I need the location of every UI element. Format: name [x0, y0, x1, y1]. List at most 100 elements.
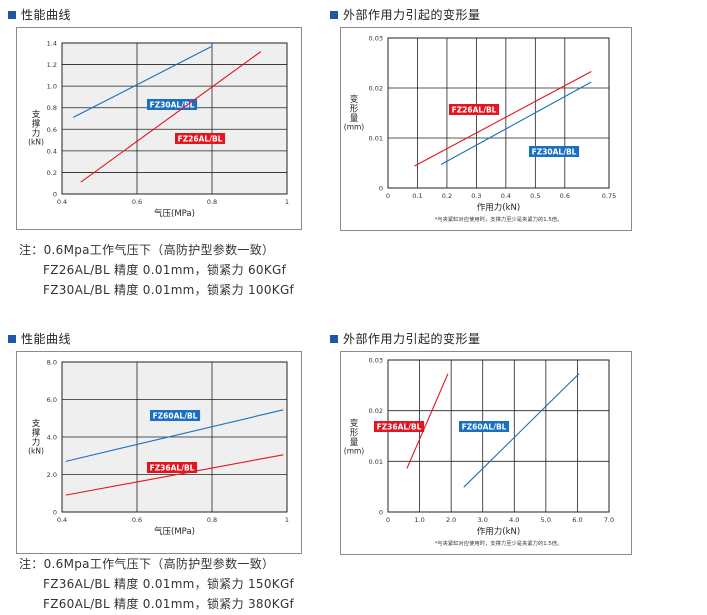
y-axis-label: 支撑力(kN)	[28, 418, 44, 456]
title-square-icon	[330, 335, 338, 343]
series-label: FZ36AL/BL	[150, 463, 195, 472]
x-tick-label: 0.75	[602, 192, 616, 200]
x-tick-label: 1	[285, 198, 289, 206]
y-tick-label: 0	[379, 185, 383, 193]
y-tick-label: 4.0	[47, 434, 57, 442]
x-tick-label: 1.0	[414, 516, 424, 524]
y-axis-label: 变形量(mm)	[344, 418, 365, 456]
x-tick-label: 0.5	[530, 192, 540, 200]
series-line-fz30al-bl	[72, 45, 213, 118]
y-tick-label: 0.01	[369, 458, 383, 466]
y-tick-label: 0.03	[369, 35, 383, 43]
series-label: FZ30AL/BL	[150, 100, 195, 109]
x-tick-label: 4.0	[509, 516, 519, 524]
x-tick-label: 0.6	[132, 198, 142, 206]
y-tick-label: 0.01	[369, 135, 383, 143]
section-title-text: 外部作用力引起的变形量	[343, 8, 481, 22]
chart-footnote: *与夹紧缸对应使用时，支撑力至少是夹紧力的1.5倍。	[435, 539, 563, 547]
section-title-text: 性能曲线	[21, 8, 72, 22]
x-tick-label: 0.4	[501, 192, 511, 200]
notes-bottom: 注：0.6Mpa工作气压下（高防护型参数一致） FZ36AL/BL 精度 0.0…	[19, 554, 294, 614]
x-tick-label: 6.0	[572, 516, 582, 524]
series-line-fz60al-bl	[463, 373, 580, 488]
series-label-box	[150, 410, 201, 421]
series-label: FZ60AL/BL	[462, 422, 507, 431]
x-axis-label: 气压(MPa)	[154, 208, 195, 219]
note-line: FZ60AL/BL 精度 0.01mm，锁紧力 380KGf	[43, 597, 295, 611]
y-tick-label: 0.02	[369, 407, 383, 415]
y-tick-label: 1.4	[47, 40, 57, 48]
series-label: FZ26AL/BL	[178, 134, 223, 143]
x-axis-label: 气压(MPa)	[154, 526, 195, 537]
x-axis-label: 作用力(kN)	[477, 526, 520, 537]
title-square-icon	[8, 335, 16, 343]
x-tick-label: 0.1	[412, 192, 422, 200]
y-tick-label: 2.0	[47, 471, 57, 479]
series-label-box	[374, 421, 425, 432]
x-tick-label: 5.0	[541, 516, 551, 524]
deformation-chart-bottom: 0 0.01 0.02 0.03 0 1.0 2.0 3.0 4.0 5.0 6.0 7.0 作用力(k…	[340, 351, 632, 555]
y-tick-label: 0.6	[47, 126, 57, 134]
x-tick-label: 0.6	[132, 516, 142, 524]
y-tick-label: 0.2	[47, 169, 57, 177]
y-tick-label: 8.0	[47, 359, 57, 367]
series-label-box	[175, 133, 226, 144]
x-tick-label: 0.8	[207, 516, 217, 524]
performance-chart-bottom: 0 2.0 4.0 6.0 8.0 0.4 0.6 0.8 1 气压(MPa) 支撑力(kN) FZ6…	[16, 351, 302, 554]
y-tick-label: 1.2	[47, 61, 57, 69]
y-tick-label: 0.03	[369, 357, 383, 365]
deformation-chart-top: 0 0.01 0.02 0.03 0 0.1 0.2 0.3 0.4 0.5 0.6 0.75 作用力(…	[340, 27, 632, 231]
deformation-title-bottom: 外部作用力引起的变形量	[330, 330, 481, 347]
y-tick-label: 0	[53, 191, 57, 199]
x-tick-label: 0.2	[442, 192, 452, 200]
notes-top: 注：0.6Mpa工作气压下（高防护型参数一致） FZ26AL/BL 精度 0.0…	[19, 240, 294, 300]
note-line: 注：0.6Mpa工作气压下（高防护型参数一致）	[19, 243, 275, 257]
series-label-box	[459, 421, 510, 432]
x-tick-label: 0	[386, 516, 390, 524]
x-tick-label: 0.4	[57, 516, 67, 524]
deformation-chart-top-svg: 0 0.01 0.02 0.03 0 0.1 0.2 0.3 0.4 0.5 0.6 0.75 作用力(…	[344, 35, 616, 224]
y-tick-label: 1.0	[47, 83, 57, 91]
y-tick-label: 0	[379, 509, 383, 517]
x-tick-label: 0.3	[471, 192, 481, 200]
note-line: FZ36AL/BL 精度 0.01mm，锁紧力 150KGf	[43, 577, 295, 591]
plot-area	[387, 359, 610, 513]
note-line: FZ30AL/BL 精度 0.01mm，锁紧力 100KGf	[43, 283, 295, 297]
series-label-box	[529, 146, 580, 157]
y-tick-label: 0.8	[47, 104, 57, 112]
series-label: FZ30AL/BL	[532, 147, 577, 156]
y-tick-label: 0.02	[369, 85, 383, 93]
y-tick-label: 0.4	[47, 147, 57, 155]
y-tick-label: 6.0	[47, 396, 57, 404]
x-tick-label: 0.6	[560, 192, 570, 200]
x-tick-label: 7.0	[604, 516, 614, 524]
y-tick-label: 0	[53, 509, 57, 517]
series-label: FZ36AL/BL	[377, 422, 422, 431]
series-label-box	[449, 104, 500, 115]
section-title-text: 外部作用力引起的变形量	[343, 332, 481, 346]
x-tick-label: 0	[386, 192, 390, 200]
deformation-chart-bottom-svg: 0 0.01 0.02 0.03 0 1.0 2.0 3.0 4.0 5.0 6.0 7.0 作用力(k…	[344, 357, 614, 548]
note-line: FZ26AL/BL 精度 0.01mm，锁紧力 60KGf	[43, 263, 287, 277]
x-tick-label: 0.4	[57, 198, 67, 206]
series-line-fz26al-bl	[80, 51, 262, 183]
y-axis-label: 支撑力(kN)	[28, 109, 44, 147]
section-title-text: 性能曲线	[21, 332, 72, 346]
performance-chart-top-svg: 0 0.2 0.4 0.6 0.8 1.0 1.2 1.4 0.4 0.6 0.8 1 气压(MPa) 支…	[28, 40, 289, 220]
x-tick-label: 1	[285, 516, 289, 524]
series-line-fz36al-bl	[406, 373, 449, 469]
performance-curve-title-top: 性能曲线	[8, 6, 71, 23]
x-tick-label: 3.0	[478, 516, 488, 524]
x-tick-label: 2.0	[446, 516, 456, 524]
x-axis-label: 作用力(kN)	[477, 202, 520, 213]
series-label: FZ26AL/BL	[452, 105, 497, 114]
series-line-fz36al-bl	[65, 454, 284, 496]
deformation-title-top: 外部作用力引起的变形量	[330, 6, 481, 23]
performance-curve-title-bottom: 性能曲线	[8, 330, 71, 347]
x-tick-label: 0.8	[207, 198, 217, 206]
title-square-icon	[330, 11, 338, 19]
performance-chart-top: 0 0.2 0.4 0.6 0.8 1.0 1.2 1.4 0.4 0.6 0.8 1 气压(MPa) 支…	[16, 27, 302, 230]
series-line-fz30al-bl	[440, 81, 592, 165]
y-axis-label: 变形量(mm)	[344, 94, 365, 132]
chart-footnote: *与夹紧缸对应使用时，支撑力至少是夹紧力的1.5倍。	[435, 215, 563, 223]
